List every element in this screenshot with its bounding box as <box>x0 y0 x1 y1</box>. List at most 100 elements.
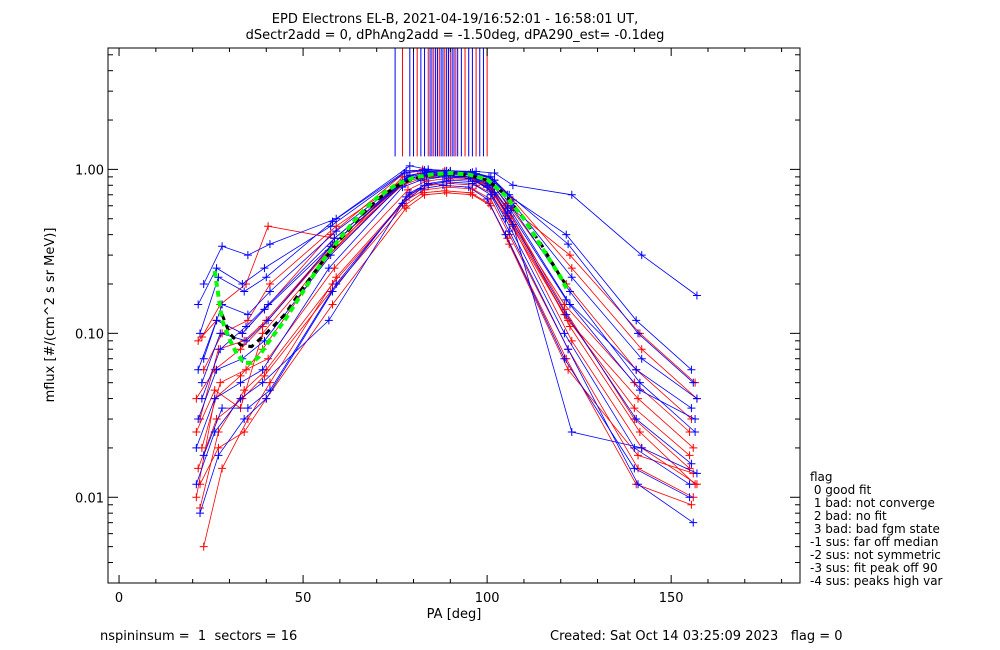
data-point <box>218 464 227 473</box>
data-point <box>560 329 569 338</box>
legend-entry: 0 good fit <box>810 483 872 497</box>
data-point <box>692 291 701 300</box>
x-tick-label: 150 <box>659 591 684 606</box>
plot-frame <box>107 47 801 584</box>
data-point <box>243 310 252 319</box>
data-point <box>405 188 414 197</box>
data-point <box>567 273 576 282</box>
footer-right: Created: Sat Oct 14 03:25:09 2023 flag =… <box>550 629 843 644</box>
data-point <box>328 300 337 309</box>
data-point <box>238 279 247 288</box>
data-point <box>258 378 267 387</box>
data-point <box>689 518 698 527</box>
data-point <box>424 179 433 188</box>
series-line <box>197 174 692 409</box>
data-point <box>265 240 274 249</box>
data-point <box>685 480 694 489</box>
data-point <box>210 428 219 437</box>
data-point <box>264 316 273 325</box>
data-point <box>216 329 225 338</box>
median-curve <box>220 172 570 349</box>
legend-entry: -3 sus: fit peak off 90 <box>810 561 938 575</box>
data-point <box>418 188 427 197</box>
legend-entry: -2 sus: not symmetric <box>810 548 941 562</box>
series-line <box>195 176 690 433</box>
data-point <box>635 428 644 437</box>
data-point <box>565 287 574 296</box>
data-point <box>637 354 646 363</box>
data-point <box>442 177 451 186</box>
data-point <box>265 378 274 387</box>
series-line <box>203 171 698 399</box>
data-point <box>468 179 477 188</box>
data-point <box>194 365 203 374</box>
data-point <box>565 251 574 260</box>
series-line <box>195 176 690 485</box>
chart-title: EPD Electrons EL-B, 2021-04-19/16:52:01 … <box>272 12 638 27</box>
data-point <box>258 322 267 331</box>
x-tick-label: 50 <box>295 591 312 606</box>
data-point <box>630 464 639 473</box>
data-point <box>490 188 499 197</box>
data-point <box>197 378 206 387</box>
series-line <box>197 190 692 506</box>
data-point <box>218 404 227 413</box>
data-point <box>212 365 221 374</box>
series-line <box>199 186 694 509</box>
series-layer <box>192 161 701 551</box>
data-point <box>258 365 267 374</box>
series-line <box>197 168 692 420</box>
data-point <box>210 394 219 403</box>
axes-layer: 0 50 100 150 0.01 0.10 1.00 <box>75 48 800 606</box>
legend-entry: 2 bad: no fit <box>810 509 887 523</box>
data-point <box>332 279 341 288</box>
y-axis-label: mflux [#/(cm^2 s sr MeV)] <box>43 228 58 403</box>
data-point <box>240 386 249 395</box>
data-point <box>236 378 245 387</box>
legend-entry: 1 bad: not converge <box>810 496 935 510</box>
data-point <box>192 428 201 437</box>
data-point <box>685 451 694 460</box>
data-point <box>634 480 643 489</box>
data-point <box>260 264 269 273</box>
x-axis-label: PA [deg] <box>427 607 482 622</box>
series-line <box>201 173 696 420</box>
data-point <box>328 287 337 296</box>
vertical-lines-layer <box>394 48 488 157</box>
chart-subtitle: dSectr2add = 0, dPhAng2add = -1.50deg, d… <box>246 28 665 43</box>
data-point <box>689 443 698 452</box>
data-point <box>236 371 245 380</box>
data-point <box>635 378 644 387</box>
data-point <box>501 230 510 239</box>
data-point <box>236 394 245 403</box>
data-point <box>240 287 249 296</box>
data-point <box>637 345 646 354</box>
data-point <box>196 329 205 338</box>
x-tick-label: 100 <box>475 591 500 606</box>
data-point <box>402 166 411 175</box>
data-point <box>242 336 251 345</box>
series-line <box>203 171 698 399</box>
data-point <box>567 190 576 199</box>
data-point <box>214 451 223 460</box>
data-point <box>199 279 208 288</box>
data-point <box>197 394 206 403</box>
data-point <box>214 273 223 282</box>
data-point <box>194 300 203 309</box>
data-point <box>632 316 641 325</box>
series-line <box>197 176 692 465</box>
data-point <box>240 415 249 424</box>
data-point <box>328 217 337 226</box>
data-point <box>562 310 571 319</box>
data-point <box>505 227 514 236</box>
data-point <box>264 222 273 231</box>
series-line <box>199 169 694 383</box>
data-point <box>398 199 407 208</box>
data-point <box>564 240 573 249</box>
data-point <box>635 386 644 395</box>
y-tick-label: 0.01 <box>75 491 104 506</box>
data-point <box>466 188 475 197</box>
data-point <box>194 464 203 473</box>
data-point <box>240 428 249 437</box>
data-point <box>216 345 225 354</box>
